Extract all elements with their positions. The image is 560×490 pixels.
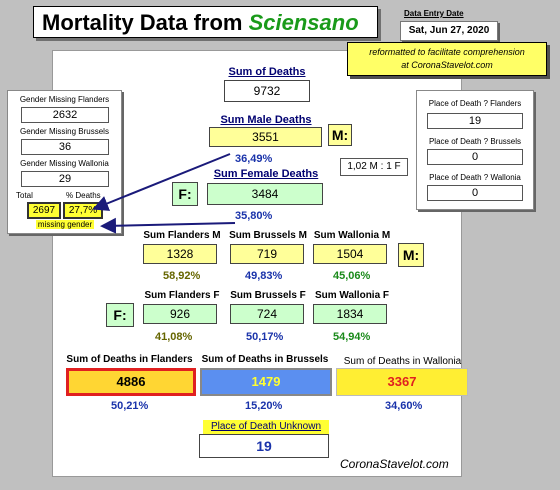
entry-date-value: Sat, Jun 27, 2020 [400,21,498,41]
male-brussels-label: Sum Brussels M [229,230,307,241]
wallonia-total-value: 3367 [336,368,468,396]
title-brand: Sciensano [248,10,359,35]
male-regions-tag: M: [398,243,424,267]
female-brussels-value: 724 [230,304,304,324]
female-pct: 35,80% [235,210,273,222]
gender-missing-brussels-value: 36 [21,139,109,155]
sum-deaths-value: 9732 [224,80,310,102]
brussels-total-label: Sum of Deaths in Brussels [201,354,329,365]
female-brussels-label: Sum Brussels F [230,290,306,301]
total-label: Total [16,191,33,200]
sum-male-value: 3551 [209,127,322,147]
unknown-value: 19 [199,434,329,458]
sum-female-value: 3484 [207,183,323,205]
sum-deaths-label: Sum of Deaths [228,66,306,78]
note-line-2: at CoronaStavelot.com [401,60,493,70]
male-wallonia-pct: 45,06% [333,270,371,282]
female-wallonia-label: Sum Wallonia F [314,290,390,301]
wallonia-total-pct: 34,60% [385,400,423,412]
female-flanders-pct: 41,08% [155,331,193,343]
place-brussels-value: 0 [427,149,523,165]
place-wallonia-value: 0 [427,185,523,201]
footer-site: CoronaStavelot.com [340,457,449,471]
female-regions-tag: F: [106,303,134,327]
pct-deaths-label: % Deaths [66,191,101,200]
female-flanders-value: 926 [143,304,217,324]
gender-missing-flanders-value: 2632 [21,107,109,123]
title-main: Mortality Data from [42,10,249,35]
wallonia-total-label: Sum of Deaths in Wallonia [343,356,462,367]
flanders-total-pct: 50,21% [111,400,149,412]
male-flanders-label: Sum Flanders M [143,230,221,241]
flanders-total-label: Sum of Deaths in Flanders [66,354,193,365]
male-tag: M: [328,124,352,146]
male-arrow [92,153,231,211]
female-wallonia-value: 1834 [313,304,387,324]
place-brussels-label: Place of Death ? Brussels [428,137,522,146]
male-wallonia-label: Sum Wallonia M [313,230,391,241]
brussels-total-value: 1479 [200,368,332,396]
sum-male-label: Sum Male Deaths [220,114,312,126]
gender-missing-box: Gender Missing Flanders 2632 Gender Miss… [7,90,122,234]
male-brussels-pct: 49,83% [245,270,283,282]
brussels-total-pct: 15,20% [245,400,283,412]
place-flanders-value: 19 [427,113,523,129]
male-pct: 36,49% [235,153,273,165]
flanders-total-value: 4886 [66,368,196,396]
female-wallonia-pct: 54,94% [333,331,371,343]
gender-missing-flanders-label: Gender Missing Flanders [19,95,110,104]
entry-date-label: Data Entry Date [404,9,464,18]
male-flanders-pct: 58,92% [163,270,201,282]
gender-missing-brussels-label: Gender Missing Brussels [20,127,109,136]
female-flanders-label: Sum Flanders F [144,290,220,301]
female-brussels-pct: 50,17% [246,331,284,343]
unknown-label: Place of Death Unknown [203,420,329,434]
place-wallonia-label: Place of Death ? Wallonia [429,173,521,182]
sum-female-label: Sum Female Deaths [213,168,319,180]
reformat-note: reformatted to facilitate comprehension … [347,42,547,76]
note-line-1: reformatted to facilitate comprehension [369,47,525,57]
arrows-overlay [92,153,236,234]
female-tag: F: [172,182,198,206]
gender-ratio: 1,02 M : 1 F [340,158,408,176]
male-wallonia-value: 1504 [313,244,387,264]
total-missing-value: 2697 [27,202,61,219]
gender-missing-wallonia-label: Gender Missing Wallonia [20,159,109,168]
place-of-death-box: Place of Death ? Flanders 19 Place of De… [416,90,534,210]
male-brussels-value: 719 [230,244,304,264]
missing-gender-label: missing gender [36,220,94,229]
male-flanders-value: 1328 [143,244,217,264]
place-flanders-label: Place of Death ? Flanders [428,99,522,108]
page-title: Mortality Data from Sciensano [33,6,378,38]
gender-missing-wallonia-value: 29 [21,171,109,187]
female-arrow [100,217,236,234]
